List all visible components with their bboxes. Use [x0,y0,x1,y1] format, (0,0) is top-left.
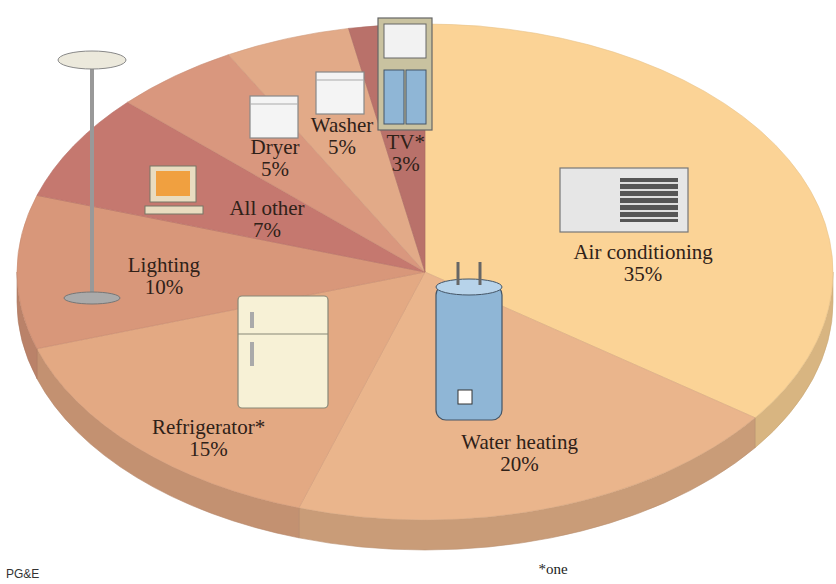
category-label: TV* [387,130,426,154]
icon-refrigerator [238,296,328,408]
icon-ac-vent [620,210,678,212]
icon-tv-door [384,70,404,124]
icon-ac-vent [620,189,678,191]
icon-computer-screen [156,171,190,196]
value-label: 5% [328,135,356,159]
icon-water-heater-top [436,279,502,295]
icon-handle [250,312,254,328]
category-label: Lighting [128,253,201,277]
category-label: Refrigerator* [152,415,265,439]
category-label: Washer [311,113,373,137]
labels: Air conditioning35% Water heating20% Refri… [128,113,714,476]
icon-ac [560,168,688,232]
footnote: *one [538,561,568,577]
icon-dryer [250,96,298,138]
icons [58,18,688,420]
icon-keyboard [145,206,203,214]
icon-handle [250,342,254,366]
icon-computer [150,166,196,202]
icon-pipe [479,262,482,285]
icon-ac-grille [620,178,678,222]
value-label: 10% [145,275,184,299]
value-label: 7% [253,218,281,242]
icon-tv-door [406,70,426,124]
icon-ac-vent [620,196,678,198]
icon-pipe [457,262,460,285]
icon-water-heater-panel [458,390,472,404]
category-label: Water heating [461,430,578,454]
icon-water-heater [436,285,502,420]
icon-dryer-panel [250,104,298,105]
icon-lamp-base [64,292,120,304]
icon-lamp-shade [58,51,126,69]
icon-washer-panel [316,80,364,81]
value-label: 35% [624,262,663,286]
icon-lamp-pole [90,64,94,296]
category-label: Dryer [251,135,300,159]
value-label: 20% [500,452,539,476]
icon-tv-screen [384,24,426,58]
icon-ac-vent [620,217,678,219]
category-label: All other [229,196,304,220]
pie [17,24,833,550]
icon-refrigerator-door [238,333,328,334]
category-label: Air conditioning [573,240,713,264]
icon-ac-vent [620,203,678,205]
chart: Air conditioning35% Water heating20% Refri… [0,0,836,584]
icon-ac-vent [620,182,678,184]
icon-tv-cabinet [378,18,432,130]
value-label: 15% [189,437,228,461]
value-label: 5% [261,157,289,181]
value-label: 3% [392,152,420,176]
source: PG&E [6,567,39,581]
icon-washer [316,72,364,114]
